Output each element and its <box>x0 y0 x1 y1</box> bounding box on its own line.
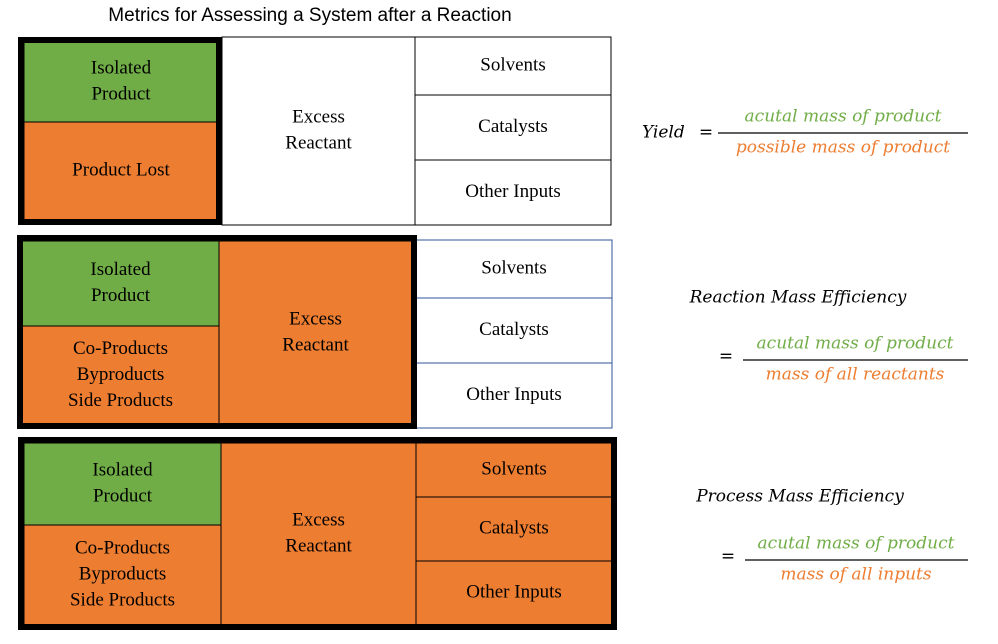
cell-label: Excess <box>289 308 342 329</box>
cell-label: Reactant <box>285 535 352 556</box>
cell-label: Product Lost <box>72 159 170 180</box>
panel-border <box>18 37 222 225</box>
panel-border <box>18 437 617 630</box>
diagram-title: Metrics for Assessing a System after a R… <box>108 5 511 26</box>
cell-box <box>414 94 612 161</box>
cell-label: Product <box>91 285 151 306</box>
denominator: mass of all reactants <box>766 365 945 385</box>
cell-box <box>414 36 612 96</box>
numerator: acutal mass of product <box>758 534 955 554</box>
cell-box <box>415 496 613 562</box>
cell-box <box>218 240 413 426</box>
cell-box <box>23 121 219 221</box>
denominator: mass of all inputs <box>780 565 931 585</box>
cell-label: Other Inputs <box>465 181 561 202</box>
cell-box <box>415 560 613 626</box>
cell-label: Excess <box>292 106 345 127</box>
cell-label: Reactant <box>282 334 349 355</box>
cell-box <box>221 36 416 226</box>
cell-label: Other Inputs <box>466 581 562 602</box>
cell-label: Excess <box>292 509 345 530</box>
cell-box <box>414 159 612 226</box>
cell-label: Reactant <box>285 132 352 153</box>
cell-box <box>23 524 222 626</box>
cell-label: Solvents <box>481 257 546 278</box>
cell-label: Side Products <box>68 390 173 411</box>
formula-name: Yield <box>642 123 685 143</box>
cell-label: Catalysts <box>478 116 548 137</box>
cell-box <box>415 362 613 429</box>
cell-label: Byproducts <box>77 364 165 385</box>
cell-label: Catalysts <box>479 319 549 340</box>
cell-label: Other Inputs <box>466 384 562 405</box>
numerator: acutal mass of product <box>757 334 954 354</box>
cell-label: Catalysts <box>479 517 549 538</box>
formula-equals: = <box>721 547 735 567</box>
cell-box <box>21 240 220 327</box>
cell-label: Isolated <box>92 459 153 480</box>
cell-box <box>23 442 222 526</box>
numerator: acutal mass of product <box>745 107 942 127</box>
cell-label: Side Products <box>70 589 175 610</box>
cell-label: Solvents <box>480 54 545 75</box>
panel-border <box>17 235 417 429</box>
cell-label: Solvents <box>481 458 546 479</box>
cell-label: Byproducts <box>79 563 167 584</box>
cell-label: Product <box>91 83 151 104</box>
cell-label: Co-Products <box>75 537 170 558</box>
formula-equals: = <box>699 123 713 143</box>
cell-label: Product <box>93 485 153 506</box>
formula-equals: = <box>719 347 733 367</box>
denominator: possible mass of product <box>736 138 950 158</box>
cell-box <box>415 442 613 498</box>
cell-box <box>23 41 219 123</box>
formula-name: Process Mass Efficiency <box>695 487 904 507</box>
formula-name: Reaction Mass Efficiency <box>689 288 907 308</box>
cell-label: Co-Products <box>73 338 168 359</box>
cell-box <box>220 442 417 626</box>
cell-label: Isolated <box>90 259 151 280</box>
cell-box <box>415 239 613 299</box>
cell-label: Isolated <box>91 57 152 78</box>
